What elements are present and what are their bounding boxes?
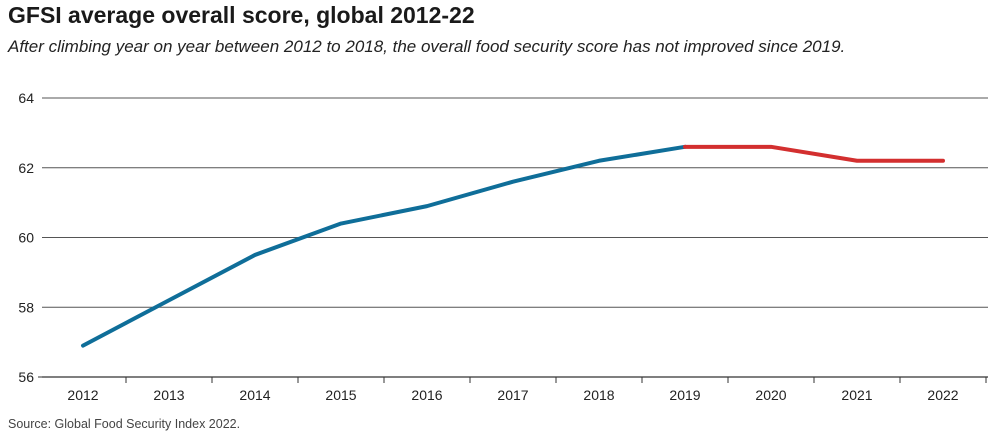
x-tick-label-2012: 2012 bbox=[67, 387, 98, 403]
x-tick-label-2022: 2022 bbox=[927, 387, 958, 403]
chart-subtitle: After climbing year on year between 2012… bbox=[8, 37, 846, 56]
x-tick-label-2021: 2021 bbox=[841, 387, 872, 403]
series-line-2 bbox=[683, 144, 945, 163]
y-tick-label-62: 62 bbox=[18, 160, 34, 176]
y-tick-label-64: 64 bbox=[18, 90, 34, 106]
y-tick-label-60: 60 bbox=[18, 230, 34, 246]
x-tick-label-2016: 2016 bbox=[411, 387, 442, 403]
chart-title: GFSI average overall score, global 2012-… bbox=[8, 2, 475, 28]
gridlines bbox=[42, 97, 988, 308]
x-tick-label-2017: 2017 bbox=[497, 387, 528, 403]
series-lines bbox=[81, 144, 945, 348]
series-line-1 bbox=[81, 144, 687, 348]
x-tick-label-2014: 2014 bbox=[239, 387, 270, 403]
x-tick-label-2019: 2019 bbox=[669, 387, 700, 403]
y-axis-labels: 56 58 60 62 64 bbox=[18, 90, 34, 385]
y-tick-label-58: 58 bbox=[18, 299, 34, 315]
x-tick-label-2013: 2013 bbox=[153, 387, 184, 403]
y-tick-label-56: 56 bbox=[18, 369, 34, 385]
source-note: Source: Global Food Security Index 2022. bbox=[8, 417, 241, 431]
x-tick-label-2020: 2020 bbox=[755, 387, 786, 403]
x-tick-label-2015: 2015 bbox=[325, 387, 356, 403]
x-axis-labels: 2012 2013 2014 2015 2016 2017 2018 2019 2020 2021… bbox=[67, 387, 958, 403]
x-tick-label-2018: 2018 bbox=[583, 387, 614, 403]
x-axis bbox=[38, 376, 988, 383]
